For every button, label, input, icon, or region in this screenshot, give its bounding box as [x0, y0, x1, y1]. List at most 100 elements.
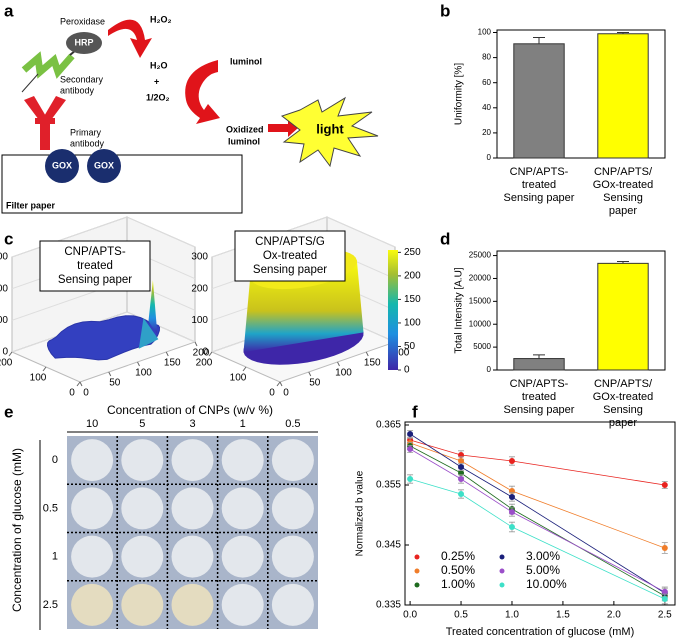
- y-tick: [276, 381, 281, 387]
- sample-spot: [171, 439, 214, 482]
- bar: [597, 262, 649, 371]
- plot-frame: [496, 250, 666, 371]
- panel-label: b: [440, 1, 450, 20]
- sample-spot: [271, 583, 314, 626]
- sample-spot: [221, 487, 264, 530]
- arrow: [268, 119, 298, 137]
- y-tick-label: 40: [482, 103, 491, 112]
- light-burst: [280, 96, 379, 168]
- plot-title: CNP/APTS/G: [255, 236, 325, 248]
- y-axis-label: Normalized b value: [355, 470, 366, 556]
- sample-spot: [221, 583, 264, 626]
- column-label: 1: [240, 418, 246, 430]
- label: antibody: [60, 85, 95, 95]
- point: [407, 476, 414, 482]
- sample-spot: [271, 487, 314, 530]
- z-tick-label: 300: [191, 252, 208, 263]
- z-tick-label: 0: [2, 347, 8, 358]
- bar: [513, 358, 565, 371]
- sample-spot: [71, 583, 114, 626]
- y-tick-label: 0: [269, 388, 275, 399]
- photo-e: Concentration of CNPs (w/v %) Concentrat…: [10, 403, 318, 630]
- sample-spot: [271, 439, 314, 482]
- sample-spot: [71, 535, 114, 578]
- x-tick-label: 200: [393, 348, 410, 359]
- x-tick-label: 2.5: [658, 610, 672, 621]
- surface-peak: [138, 318, 159, 349]
- sample-spot: [171, 487, 214, 530]
- point: [407, 446, 414, 452]
- sample-spot: [171, 583, 214, 626]
- error-bar: [617, 261, 629, 264]
- label: 1/2O₂: [146, 92, 170, 102]
- primary-antibody: [24, 96, 66, 150]
- x-tick-label: Sensing paper: [504, 404, 575, 416]
- panel-label: c: [4, 229, 13, 248]
- y-tick-label: 0.355: [376, 480, 401, 491]
- colorbar-tick-label: 100: [404, 318, 421, 329]
- point: [458, 491, 465, 497]
- panel-label: a: [4, 1, 14, 20]
- series-line: [409, 442, 665, 549]
- x-tick-label: Sensing: [603, 192, 643, 204]
- legend-marker: [414, 568, 420, 574]
- plot-title: treated: [77, 260, 113, 272]
- plot-title: Ox-treated: [263, 250, 317, 262]
- error-bar: [533, 37, 545, 44]
- y-axis-label: Uniformity [%]: [454, 63, 465, 125]
- plot-frame: [404, 421, 676, 606]
- point: [458, 464, 465, 470]
- plot-frame: [496, 29, 666, 159]
- panel-label: d: [440, 229, 450, 248]
- colorbar-tick-label: 150: [404, 294, 421, 305]
- y-tick-label: 100: [478, 28, 492, 37]
- surface-peak: [148, 280, 158, 335]
- y-tick-label: 0.345: [376, 540, 401, 551]
- y-tick-label: 0: [487, 153, 492, 162]
- legend-marker: [499, 554, 505, 560]
- gox: [45, 149, 79, 183]
- series-line: [409, 433, 666, 594]
- x-tick-label: CNP/APTS/: [594, 166, 653, 178]
- y-tick-label: 10000: [469, 319, 492, 328]
- label: +: [154, 76, 159, 86]
- x-tick-label: Sensing paper: [504, 192, 575, 204]
- colorbar-tick-label: 250: [404, 247, 421, 258]
- x-tick-label: paper: [609, 417, 637, 429]
- y-tick: [42, 366, 47, 372]
- x-tick-label: 2.0: [607, 610, 621, 621]
- y-tick-label: 15000: [469, 296, 492, 305]
- x-tick-label: GOx-treated: [593, 391, 654, 403]
- sample-spot: [121, 583, 164, 626]
- point: [407, 431, 414, 437]
- y-tick-label: 0.365: [376, 420, 401, 431]
- y-axis-label: Total Intensity [A.U]: [454, 267, 465, 353]
- y-tick-label: 0: [69, 388, 75, 399]
- point: [661, 482, 668, 488]
- x-tick-label: 0: [83, 388, 89, 399]
- x-tick: [165, 351, 169, 357]
- secondary-antibody: [21, 51, 75, 79]
- x-tick-label: 150: [164, 358, 181, 369]
- x-tick-label: 0.5: [454, 610, 468, 621]
- sample-spot: [271, 535, 314, 578]
- label: H₂O: [150, 60, 168, 70]
- y-tick-label: 100: [230, 373, 247, 384]
- y-tick-label: 100: [30, 373, 47, 384]
- point: [458, 476, 465, 482]
- x-tick-label: CNP/APTS/: [594, 378, 653, 390]
- sample-spot: [121, 439, 164, 482]
- legend-marker: [414, 554, 420, 560]
- point: [661, 596, 668, 602]
- row-label: 0: [52, 454, 58, 466]
- y-tick-label: 200: [196, 358, 213, 369]
- label: luminol: [230, 56, 262, 66]
- legend-marker: [414, 582, 420, 588]
- z-tick-label: 100: [0, 315, 8, 326]
- x-tick: [79, 381, 83, 387]
- z-tick-label: 300: [0, 252, 8, 263]
- legend-marker: [499, 582, 505, 588]
- x-tick: [194, 341, 198, 347]
- x-tick-label: 1.5: [556, 610, 570, 621]
